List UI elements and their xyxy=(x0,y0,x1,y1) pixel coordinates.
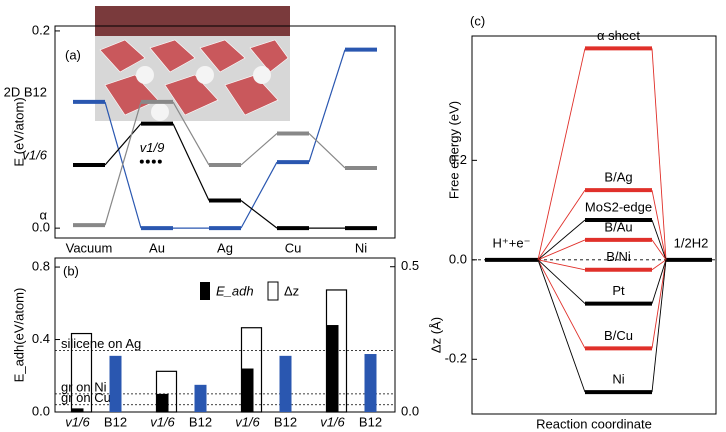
connector xyxy=(309,50,345,162)
series-label: v1/6 xyxy=(22,147,47,162)
connector xyxy=(241,133,277,165)
annotation-dot xyxy=(152,160,156,164)
y-tick-label: -0.2 xyxy=(445,351,467,366)
connector xyxy=(538,260,585,392)
level-label: B/Ni xyxy=(606,249,631,264)
level-label: B/Ag xyxy=(604,170,632,185)
x-tick-label: Cu xyxy=(285,240,302,255)
bar xyxy=(365,354,377,412)
connector xyxy=(538,220,585,260)
panel-title: (c) xyxy=(470,13,485,28)
connector xyxy=(652,260,666,349)
annotation-dot xyxy=(146,160,150,164)
connector xyxy=(652,48,666,259)
legend-label: E_adh xyxy=(216,283,254,298)
x-tick-label: B12 xyxy=(104,414,127,429)
panel-title: (b) xyxy=(63,263,79,278)
y-tick-label: 0.2 xyxy=(449,152,467,167)
bar xyxy=(157,394,169,412)
y-tick-label: 0.0 xyxy=(449,251,467,266)
bar xyxy=(280,356,292,412)
x-tick-label: v1/6 xyxy=(235,414,260,429)
y-tick-label: 0.4 xyxy=(32,331,50,346)
series-label: α xyxy=(39,208,47,223)
connector xyxy=(652,260,666,270)
y-axis-label: Free energy (eV) xyxy=(446,101,461,199)
x-tick-label: Au xyxy=(149,240,165,255)
level-label: MoS2-edge xyxy=(585,199,652,214)
level-label: B/Au xyxy=(604,219,632,234)
reference-label: gr on Cu xyxy=(61,390,111,405)
y-tick-label: 0.2 xyxy=(32,22,50,37)
level-label: B/Cu xyxy=(604,328,633,343)
bar xyxy=(110,356,122,412)
x-tick-label: Vacuum xyxy=(66,240,113,255)
connector xyxy=(652,260,666,392)
bar xyxy=(327,325,339,412)
crystal-inset xyxy=(95,6,290,121)
endpoint-label: H⁺+e⁻ xyxy=(493,235,531,250)
y-tick-label: 0.0 xyxy=(32,403,50,418)
figure: (a)E (eV/atom)0.00.2VacuumAuAgCuNi2D B12… xyxy=(0,0,726,432)
y2-axis-label: Δz (Å) xyxy=(428,317,443,353)
legend-swatch xyxy=(200,282,210,300)
plot-frame xyxy=(472,36,716,414)
x-tick-label: v1/6 xyxy=(65,414,90,429)
level-label: Pt xyxy=(612,283,625,298)
connector xyxy=(538,260,585,304)
x-tick-label: B12 xyxy=(274,414,297,429)
y-tick-label: 0.5 xyxy=(401,258,419,273)
annotation-dot xyxy=(140,160,144,164)
legend-swatch xyxy=(268,282,278,300)
x-axis-label: Reaction coordinate xyxy=(536,416,652,431)
y-tick-label: 0.0 xyxy=(401,403,419,418)
annotation-dot xyxy=(158,160,162,164)
x-tick-label: B12 xyxy=(189,414,212,429)
y-axis-label: E_adh(eV/atom) xyxy=(11,288,26,383)
x-tick-label: Ag xyxy=(217,240,233,255)
level-label: α sheet xyxy=(597,28,640,43)
x-tick-label: v1/6 xyxy=(320,414,345,429)
connector xyxy=(309,133,345,168)
connector xyxy=(538,260,585,349)
connector xyxy=(173,124,209,201)
connector xyxy=(538,260,585,270)
series-label: 2D B12 xyxy=(4,84,47,99)
bar xyxy=(242,369,254,412)
connector xyxy=(105,124,141,165)
connector xyxy=(241,162,277,228)
panel-title: (a) xyxy=(65,47,81,62)
x-tick-label: Ni xyxy=(355,240,367,255)
level-label: Ni xyxy=(612,372,624,387)
y-tick-label: 0.8 xyxy=(32,258,50,273)
endpoint-label: 1/2H2 xyxy=(674,235,709,250)
connector xyxy=(538,190,585,260)
connector xyxy=(538,48,585,259)
legend-label: Δz xyxy=(284,283,299,298)
x-tick-label: B12 xyxy=(359,414,382,429)
annotation: v1/9 xyxy=(140,140,165,155)
bar xyxy=(195,385,207,412)
x-tick-label: v1/6 xyxy=(150,414,175,429)
connector xyxy=(241,201,277,229)
reference-label: silicene on Ag xyxy=(61,336,141,351)
